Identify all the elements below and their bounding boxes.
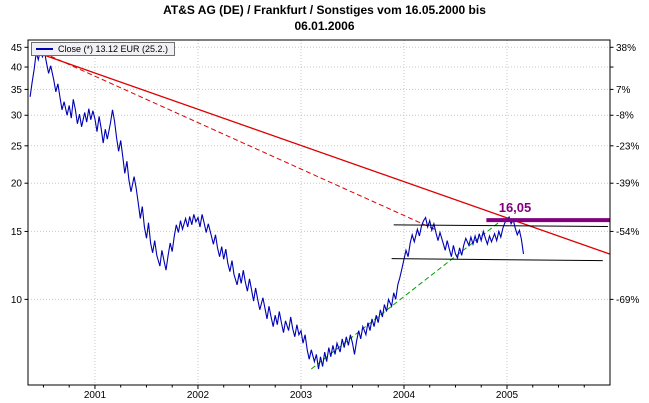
x-axis-label: 2003 bbox=[290, 390, 313, 401]
black-resistance-line bbox=[393, 224, 608, 227]
y-axis-label: 35 bbox=[11, 85, 23, 96]
chart-title: AT&S AG (DE) / Frankfurt / Sonstiges vom… bbox=[0, 3, 649, 34]
chart-title-line2: 06.01.2006 bbox=[294, 18, 355, 33]
close-price-line bbox=[29, 48, 525, 370]
legend-box: Close (*) 13.12 EUR (25.2.) bbox=[31, 42, 176, 56]
price-target-annotation: 16,05 bbox=[498, 200, 532, 215]
percent-axis-label: -8% bbox=[616, 111, 634, 122]
y-axis-label: 30 bbox=[11, 111, 23, 122]
percent-axis-label: -23% bbox=[616, 141, 639, 152]
y-axis-label: 40 bbox=[11, 63, 23, 74]
close-series-swatch bbox=[36, 48, 53, 50]
x-axis-label: 2002 bbox=[187, 390, 210, 401]
percent-axis-label: -39% bbox=[616, 179, 639, 190]
y-axis-label: 10 bbox=[11, 295, 23, 306]
percent-axis-label: 38% bbox=[616, 43, 636, 54]
legend-label: Close (*) 13.12 EUR (25.2.) bbox=[58, 44, 169, 54]
x-axis-label: 2001 bbox=[84, 390, 107, 401]
y-axis-label: 20 bbox=[11, 179, 23, 190]
y-axis-label: 15 bbox=[11, 227, 23, 238]
red-solid-downtrend-line bbox=[43, 54, 611, 255]
x-axis-label: 2005 bbox=[496, 390, 519, 401]
black-support-line bbox=[391, 258, 603, 262]
plot-border bbox=[27, 39, 611, 386]
percent-axis-label: -69% bbox=[616, 295, 639, 306]
y-axis-label: 25 bbox=[11, 141, 23, 152]
y-axis-label: 45 bbox=[11, 43, 23, 54]
percent-axis-label: -54% bbox=[616, 227, 639, 238]
percent-axis-label: 7% bbox=[616, 85, 631, 96]
x-axis-label: 2004 bbox=[393, 390, 416, 401]
chart-title-line1: AT&S AG (DE) / Frankfurt / Sonstiges vom… bbox=[163, 3, 486, 17]
